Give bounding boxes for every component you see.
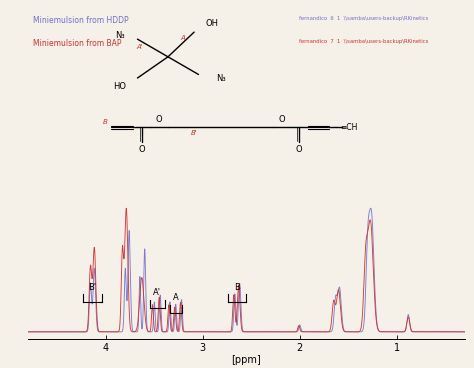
Text: A: A <box>173 293 179 302</box>
Text: A': A' <box>137 44 143 50</box>
Text: N₃: N₃ <box>216 74 226 82</box>
Text: O: O <box>156 115 163 124</box>
Text: O: O <box>278 115 285 124</box>
Text: ≡CH: ≡CH <box>340 123 358 132</box>
X-axis label: [ppm]: [ppm] <box>232 355 261 365</box>
Text: O: O <box>295 145 302 154</box>
Text: fernandico  6  1  \\samba\users-backup\RKinetics: fernandico 6 1 \\samba\users-backup\RKin… <box>299 16 428 21</box>
Text: Miniemulsion from BAP: Miniemulsion from BAP <box>33 39 121 48</box>
Text: B: B <box>102 119 107 125</box>
Text: B': B' <box>88 283 97 291</box>
Text: OH: OH <box>205 19 218 28</box>
Text: Miniemulsion from HDDP: Miniemulsion from HDDP <box>33 16 128 25</box>
Text: O: O <box>138 145 145 154</box>
Text: N₃: N₃ <box>115 31 124 40</box>
Text: A': A' <box>153 288 161 297</box>
Text: HO: HO <box>114 82 127 91</box>
Text: B': B' <box>191 130 198 135</box>
Text: B: B <box>234 283 240 291</box>
Text: A: A <box>181 35 186 41</box>
Text: fernandico  7  1  \\samba\users-backup\RKinetics: fernandico 7 1 \\samba\users-backup\RKin… <box>299 39 428 44</box>
